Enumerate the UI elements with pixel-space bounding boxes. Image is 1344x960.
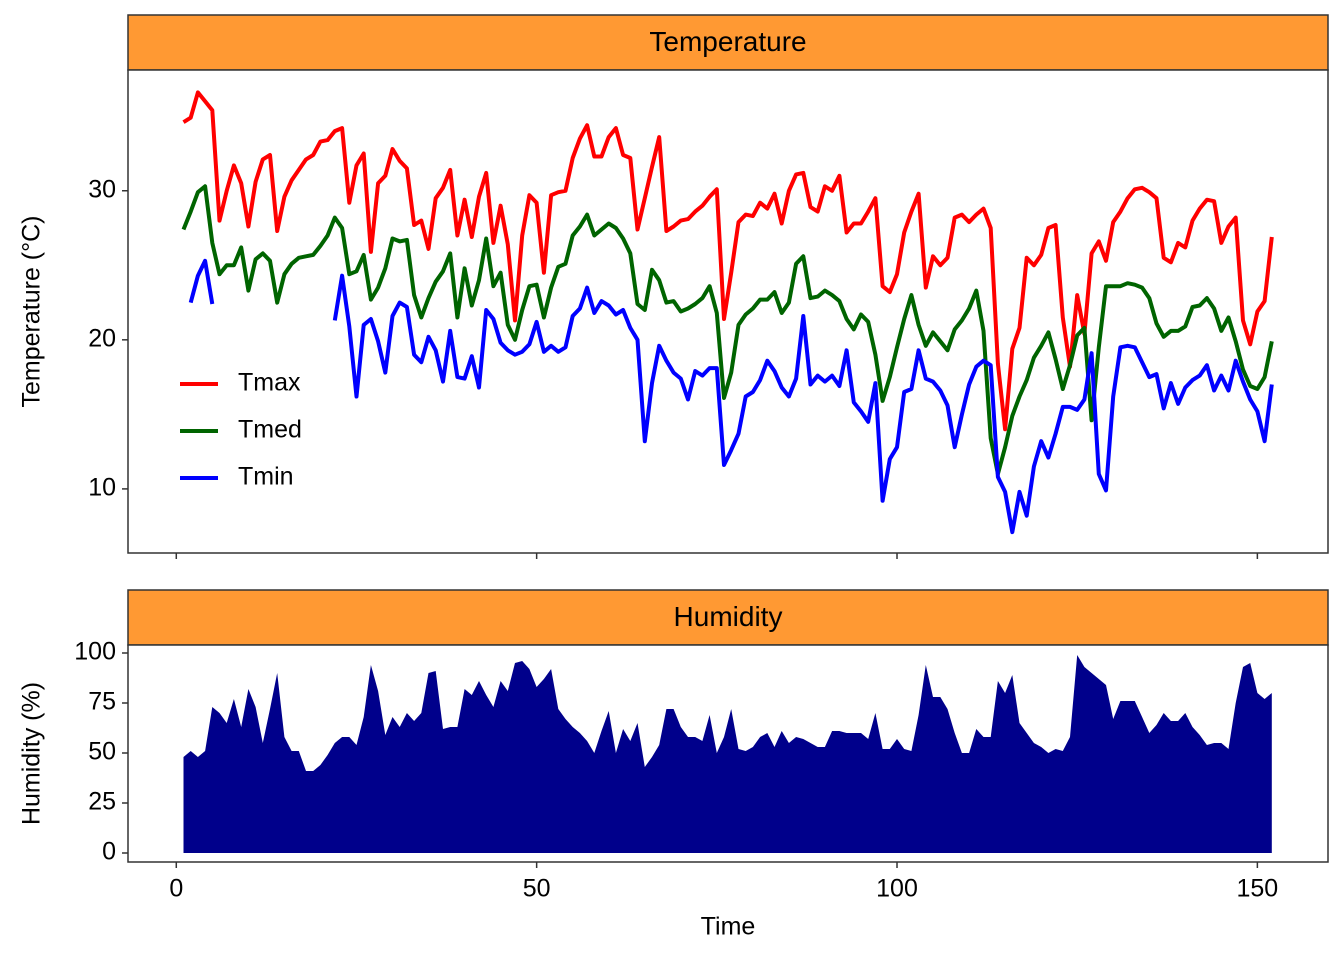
y-tick-label: 100 (74, 638, 116, 666)
y-tick-label: 20 (88, 324, 116, 352)
y-tick-label: 30 (88, 175, 116, 203)
line (188, 258, 1274, 535)
y-tick-label: 50 (88, 738, 116, 766)
strip (127, 589, 1329, 646)
y-tick-label: 25 (88, 788, 116, 816)
legend-label: Tmed (238, 416, 302, 444)
x-axis-label: Time (701, 913, 756, 941)
line (181, 184, 1274, 476)
y-axis-label: Temperature (°C) (18, 216, 46, 408)
y-tick-label: 10 (88, 474, 116, 502)
y-tick-label: 75 (88, 688, 116, 716)
x-tick-label: 150 (1237, 875, 1279, 903)
area (183, 655, 1272, 853)
strip-title: Humidity (674, 601, 783, 632)
strip-title: Temperature (649, 26, 806, 57)
y-axis-label: Humidity (%) (18, 682, 46, 825)
y-tick-label: 0 (102, 838, 116, 866)
x-tick-label: 0 (169, 875, 183, 903)
line (182, 90, 1274, 432)
x-tick-label: 50 (523, 875, 551, 903)
legend-label: Tmin (238, 463, 294, 491)
x-tick-label: 100 (876, 875, 918, 903)
legend-label: Tmax (238, 369, 301, 397)
panel (127, 69, 1329, 554)
strip (127, 14, 1329, 71)
